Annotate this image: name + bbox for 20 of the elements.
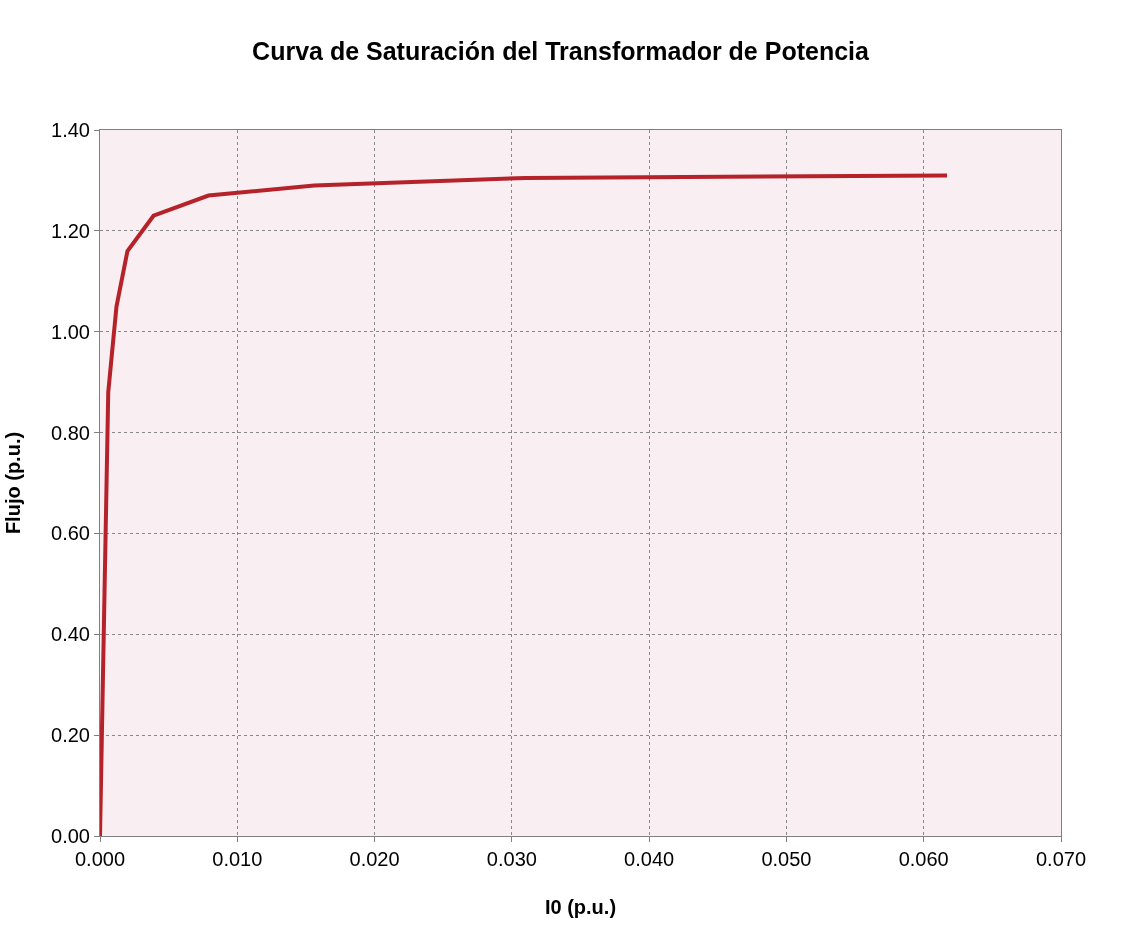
y-tick-label: 0.80	[51, 421, 90, 444]
y-tick-label: 0.20	[51, 724, 90, 747]
x-axis-title: I0 (p.u.)	[544, 895, 617, 918]
x-tick-label: 0.040	[624, 848, 675, 870]
x-tick-label: 0.050	[761, 848, 812, 870]
y-tick-label: 1.00	[51, 320, 90, 343]
x-tick-label: 0.030	[486, 848, 537, 870]
y-tick-label: 0.60	[51, 522, 90, 545]
x-tick-label: 0.020	[349, 848, 400, 870]
x-tick-label: 0.070	[1035, 848, 1087, 870]
x-tick-label: 0.000	[74, 848, 126, 870]
y-tick-label: 1.20	[51, 219, 90, 242]
x-tick-label: 0.060	[898, 848, 949, 870]
line-series	[100, 173, 950, 836]
y-tick-label: 0.00	[51, 825, 90, 847]
y-axis-title: Flujo (p.u.)	[1, 431, 24, 535]
y-tick-label: 1.40	[51, 119, 90, 141]
x-tick-label: 0.010	[212, 848, 263, 870]
chart-title: Curva de Saturación del Transformador de Potencia	[252, 36, 871, 65]
y-tick-label: 0.40	[51, 623, 90, 646]
